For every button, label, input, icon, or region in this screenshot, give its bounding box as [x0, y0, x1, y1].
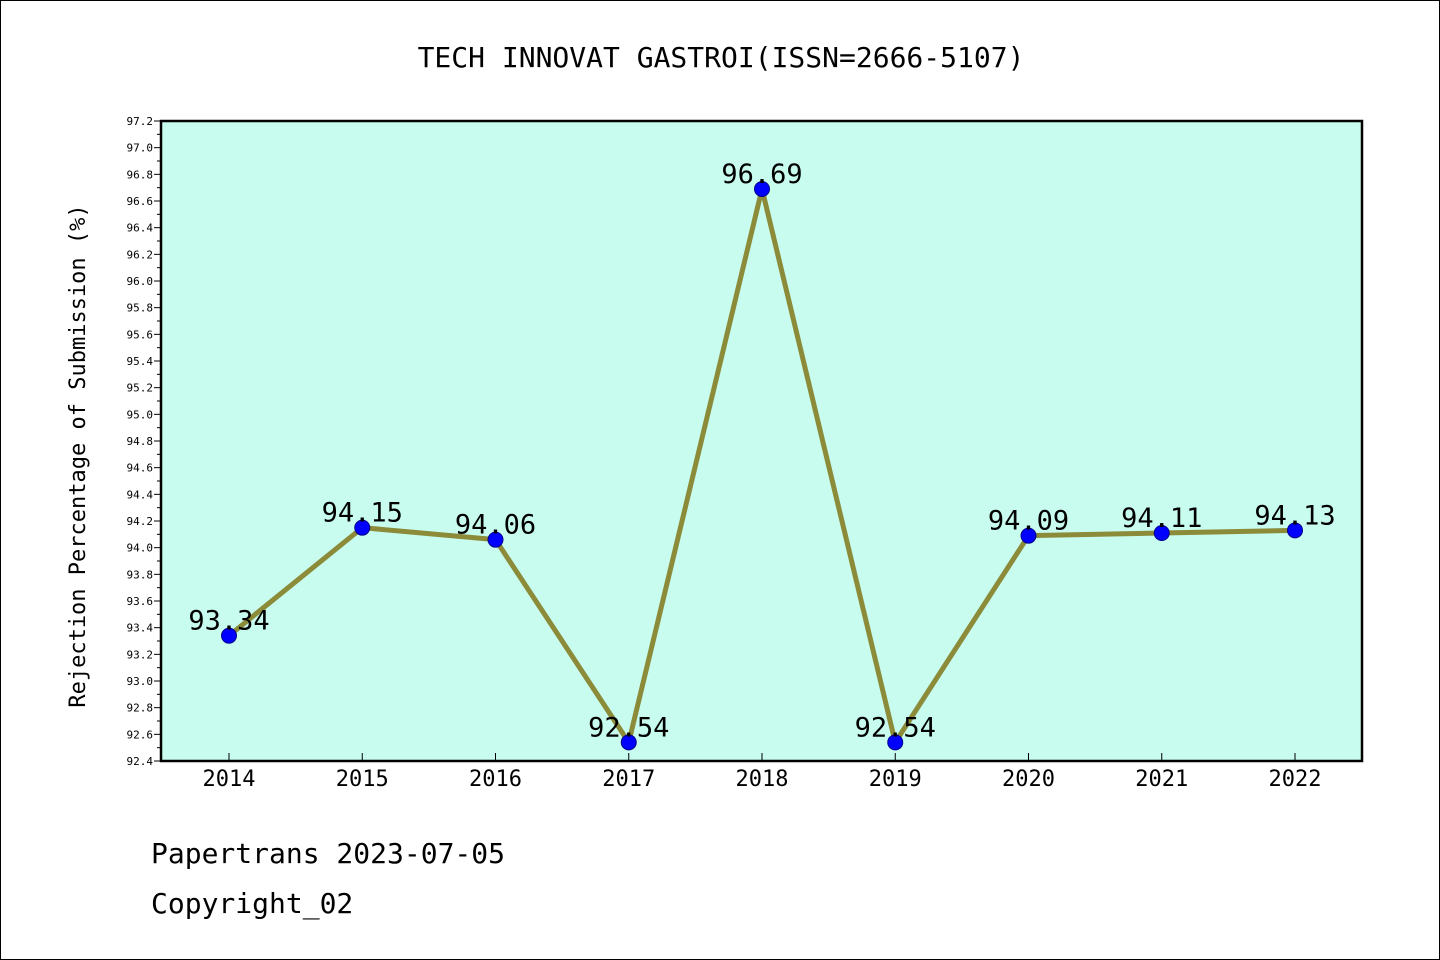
y-tick-label: 94.6: [127, 462, 154, 475]
y-tick-label: 92.8: [127, 702, 154, 715]
data-label: 94.15: [322, 498, 403, 529]
x-axis: 2014 2015 2016 2017 2018 2019 2020 2021 2022: [203, 753, 1322, 792]
y-tick-label: 94.8: [127, 435, 154, 448]
y-tick-label: 96.8: [127, 168, 154, 181]
y-tick-label: 93.6: [127, 595, 154, 608]
data-point: [754, 181, 770, 197]
y-tick-label: 96.2: [127, 248, 154, 261]
chart-title: TECH INNOVAT GASTROI(ISSN=2666-5107): [418, 41, 1025, 74]
y-tick-label: 95.2: [127, 382, 154, 395]
x-tick-label: 2020: [1002, 767, 1055, 792]
y-tick-label: 92.6: [127, 728, 154, 741]
y-tick-label: 93.4: [127, 622, 154, 635]
data-label: 94.06: [455, 510, 536, 541]
data-label: 94.09: [988, 506, 1069, 537]
y-tick-label: 95.8: [127, 302, 154, 315]
data-point: [487, 531, 504, 548]
series-markers: [221, 181, 1303, 751]
x-tick-label: 2014: [203, 767, 256, 792]
footer-copyright-line: Copyright_02: [151, 887, 354, 920]
y-axis-title: Rejection Percentage of Submission (%): [66, 204, 91, 707]
y-tick-label: 95.4: [127, 355, 154, 368]
y-tick-label: 93.2: [127, 648, 154, 661]
x-tick-label: 2015: [336, 767, 389, 792]
y-tick-label: 93.0: [127, 675, 154, 688]
y-tick-label: 94.0: [127, 542, 154, 555]
data-point: [221, 627, 237, 644]
data-point: [620, 734, 637, 751]
data-point: [354, 519, 371, 536]
footer-date-line: Papertrans 2023-07-05: [151, 837, 506, 870]
data-point: [1153, 525, 1170, 541]
data-point: [1020, 527, 1037, 544]
y-tick-label: 96.4: [127, 222, 154, 235]
y-tick-label: 96.6: [127, 195, 154, 208]
y-tick-label: 95.6: [127, 328, 154, 341]
y-axis: 92.4 92.6 92.8 93.0 93.2 93.4 93.6 93.8 94.0 94.2…: [127, 115, 161, 768]
y-tick-label: 97.0: [127, 142, 154, 155]
data-label: 92.54: [588, 712, 669, 743]
x-tick-label: 2017: [602, 767, 655, 792]
y-tick-label: 94.2: [127, 515, 154, 528]
y-tick-label: 93.8: [127, 568, 154, 581]
data-point: [887, 734, 904, 751]
y-tick-label: 96.0: [127, 275, 154, 288]
data-label: 94.11: [1121, 503, 1202, 534]
y-tick-label: 92.4: [127, 755, 154, 768]
x-tick-label: 2019: [869, 767, 922, 792]
y-tick-label: 97.2: [127, 115, 154, 128]
data-label: 93.34: [188, 606, 269, 637]
x-tick-label: 2022: [1269, 767, 1322, 792]
x-tick-label: 2021: [1135, 767, 1188, 792]
data-labels: 93.34 94.15 94.06 92.54 96.69 92.54 94.09 94.11…: [188, 159, 1335, 743]
plot-area: [159, 119, 1364, 763]
x-tick-label: 2018: [736, 767, 789, 792]
data-label: 96.69: [721, 159, 802, 190]
x-tick-label: 2016: [469, 767, 522, 792]
data-label: 92.54: [855, 712, 936, 743]
data-point: [1287, 522, 1303, 539]
y-tick-label: 95.0: [127, 408, 154, 421]
y-tick-label: 94.4: [127, 488, 154, 501]
data-label: 94.13: [1254, 500, 1335, 531]
